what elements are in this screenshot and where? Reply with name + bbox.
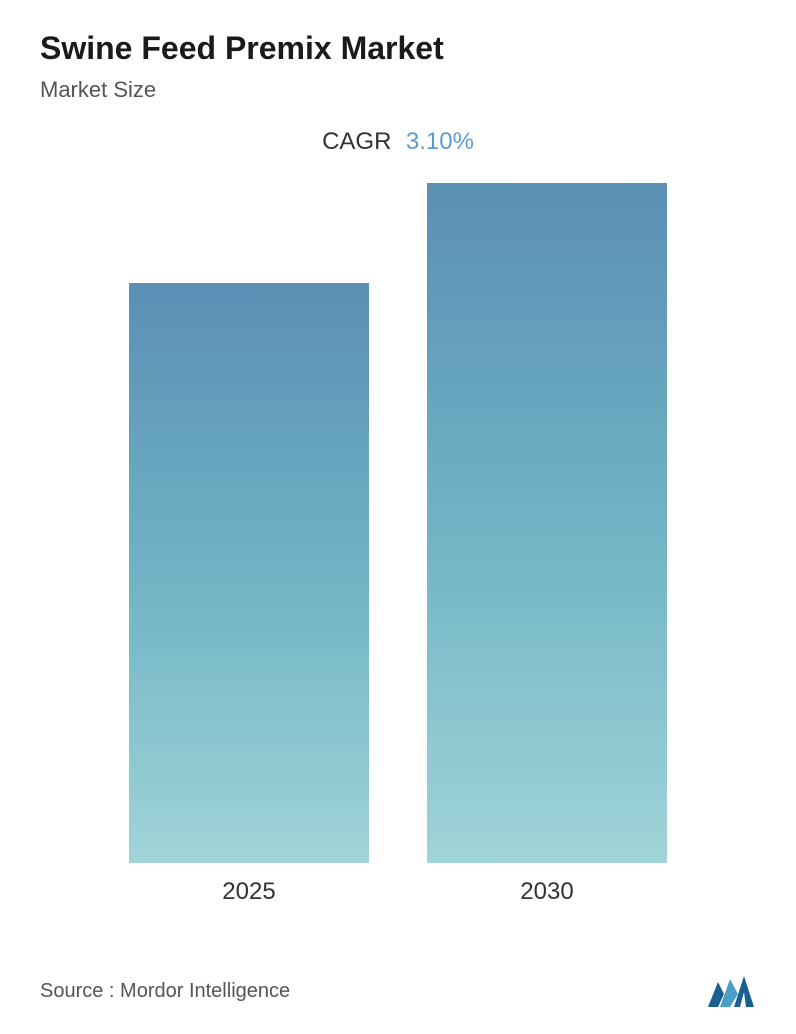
bar-2030 — [427, 183, 667, 863]
bar-label-2025: 2025 — [222, 878, 275, 906]
cagr-label: CAGR — [322, 128, 391, 155]
chart-title: Swine Feed Premix Market — [40, 30, 756, 67]
cagr-container: CAGR 3.10% — [40, 128, 756, 156]
footer: Source : Mordor Intelligence — [40, 974, 756, 1009]
logo-icon — [706, 974, 756, 1009]
chart-area: 2025 2030 — [40, 206, 756, 906]
bar-2025 — [129, 283, 369, 863]
bar-wrapper-2025: 2025 — [129, 283, 369, 906]
source-text: Source : Mordor Intelligence — [40, 980, 290, 1003]
chart-subtitle: Market Size — [40, 77, 756, 103]
bar-wrapper-2030: 2030 — [427, 183, 667, 906]
cagr-value: 3.10% — [406, 128, 474, 155]
bar-label-2030: 2030 — [520, 878, 573, 906]
